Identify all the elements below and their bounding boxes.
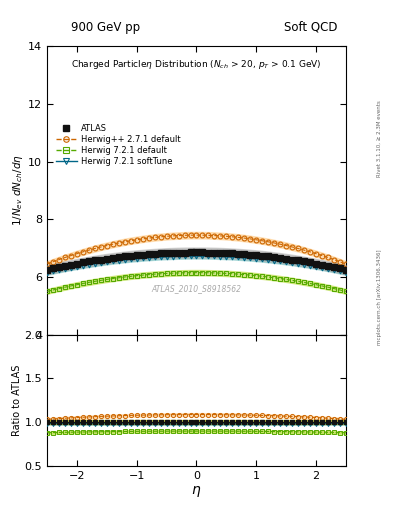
Legend: ATLAS, Herwig++ 2.7.1 default, Herwig 7.2.1 default, Herwig 7.2.1 softTune: ATLAS, Herwig++ 2.7.1 default, Herwig 7.…: [54, 122, 182, 168]
Text: Soft QCD: Soft QCD: [285, 20, 338, 34]
Text: ATLAS_2010_S8918562: ATLAS_2010_S8918562: [151, 284, 242, 293]
Y-axis label: $1/N_{ev}\ dN_{ch}/d\eta$: $1/N_{ev}\ dN_{ch}/d\eta$: [11, 155, 26, 226]
Text: mcplots.cern.ch [arXiv:1306.3436]: mcplots.cern.ch [arXiv:1306.3436]: [377, 249, 382, 345]
X-axis label: $\eta$: $\eta$: [191, 483, 202, 499]
Y-axis label: Ratio to ATLAS: Ratio to ATLAS: [12, 365, 22, 436]
Text: Rivet 3.1.10, ≥ 2.3M events: Rivet 3.1.10, ≥ 2.3M events: [377, 100, 382, 177]
Text: Charged Particle$\eta$ Distribution ($N_{ch}$ > 20, $p_T$ > 0.1 GeV): Charged Particle$\eta$ Distribution ($N_…: [71, 58, 322, 71]
Text: 900 GeV pp: 900 GeV pp: [71, 20, 140, 34]
